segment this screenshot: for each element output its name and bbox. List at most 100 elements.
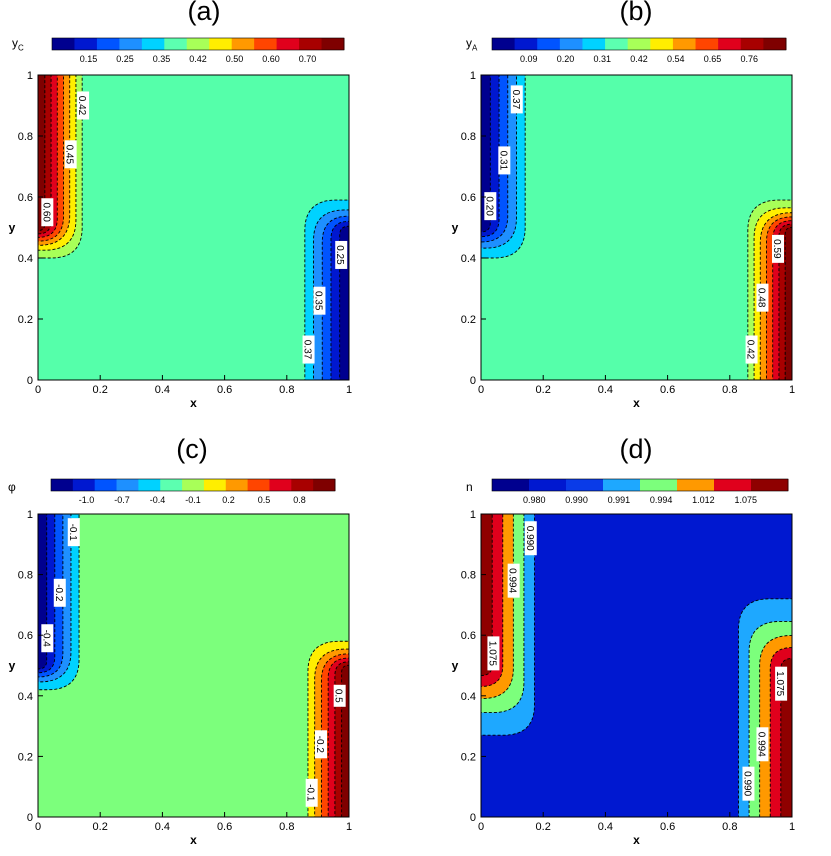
colorbar-swatch: [566, 479, 604, 491]
contour-plot-0: 0.42 0.45 0.60 0.25 0.35 0.37: [38, 75, 349, 380]
contour-label: 0.990: [741, 766, 755, 801]
panel-label-c: (c): [176, 434, 208, 464]
colorbar-tick-label: 0.994: [650, 495, 673, 505]
contour-label: 0.31: [497, 146, 511, 175]
svg-text:0.35: 0.35: [312, 291, 323, 311]
colorbar-title-a: yC: [12, 36, 24, 53]
colorbar-swatch: [74, 38, 98, 50]
colorbar-tick-label: 0.60: [262, 54, 280, 64]
svg-text:0.45: 0.45: [64, 145, 75, 165]
svg-text:1.075: 1.075: [486, 641, 497, 666]
x-tick-label: 0.2: [536, 384, 551, 396]
x-tick-label: 0.6: [217, 384, 232, 396]
svg-text:-0.4: -0.4: [40, 630, 51, 648]
svg-text:-0.2: -0.2: [53, 584, 64, 602]
contour-plot-3: 0.990 0.994 1.075 1.075 0.994 0.990: [481, 514, 792, 817]
x-tick-label: 0.4: [598, 821, 613, 833]
colorbar-tick-label: 0.09: [520, 54, 538, 64]
colorbar-tick-label: 1.075: [734, 495, 757, 505]
x-tick-label: 0.2: [536, 821, 551, 833]
colorbar-swatch: [672, 38, 697, 50]
colorbar-swatch: [492, 38, 516, 50]
colorbar-swatch: [247, 479, 270, 491]
plot-background: [38, 514, 349, 817]
y-tick-label: 0.8: [18, 570, 33, 582]
colorbar-swatch: [141, 38, 165, 50]
y-axis-label: y: [9, 221, 16, 235]
y-tick-label: 0.4: [461, 253, 476, 265]
axes-3: 0 0.2 0.4 0.6 0.8 1 0 0.2 0.4 0.6 0.8 1 x y: [452, 509, 795, 847]
svg-text:-0.2: -0.2: [314, 736, 325, 754]
x-tick-label: 0.4: [598, 384, 613, 396]
colorbar-swatch: [276, 38, 300, 50]
colorbar-swatch: [116, 479, 139, 491]
contour-label: 0.37: [302, 335, 315, 364]
svg-text:0.994: 0.994: [507, 568, 518, 593]
plot-frame: [480, 74, 793, 381]
plot-frame: [37, 74, 350, 381]
contour-label: 0.37: [510, 85, 523, 114]
contour-label: 0.994: [507, 563, 520, 598]
colorbar-swatch: [740, 38, 764, 50]
contour-label: 0.990: [524, 521, 537, 556]
x-axis-label: x: [190, 396, 197, 410]
colorbar-tick-label: 0.42: [630, 54, 648, 64]
x-tick-label: 0: [35, 821, 41, 833]
y-tick-label: 0.4: [461, 691, 476, 703]
colorbar-swatch: [714, 479, 752, 491]
contour-label: 0.35: [312, 286, 326, 315]
svg-text:0.31: 0.31: [497, 151, 508, 171]
x-tick-label: 0.6: [217, 821, 232, 833]
colorbar-swatch: [138, 479, 161, 491]
contour-label: 1.075: [774, 666, 788, 701]
colorbar-swatch: [94, 479, 118, 491]
contour-band: [38, 75, 46, 232]
colorbar-swatch: [695, 38, 719, 50]
x-tick-label: 0.8: [279, 384, 294, 396]
svg-text:0.990: 0.990: [741, 771, 752, 796]
x-tick-label: 1: [789, 384, 795, 396]
contour-label: 0.42: [745, 335, 758, 364]
contour-label: -0.1: [305, 778, 318, 807]
contour-label: 1.075: [486, 636, 500, 671]
plot-background: [481, 75, 792, 380]
svg-text:0.5: 0.5: [333, 689, 344, 703]
x-tick-label: 0.4: [155, 821, 170, 833]
x-tick-label: 0.2: [93, 821, 108, 833]
colorbar-tick-label: 0.42: [189, 54, 207, 64]
y-tick-label: 0.6: [18, 630, 33, 642]
colorbar-2: -1.0 -0.7 -0.4 -0.1 0.2 0.5 0.8: [50, 478, 336, 505]
contour-label: 0.5: [333, 684, 346, 707]
colorbar-title-c: φ: [8, 480, 16, 494]
contour-label: -0.4: [40, 624, 54, 653]
colorbar-swatch: [677, 479, 715, 491]
colorbar-swatch: [313, 479, 336, 491]
y-tick-label: 0.2: [18, 314, 33, 326]
y-axis-label: y: [452, 659, 459, 673]
x-tick-label: 0: [478, 821, 484, 833]
colorbar-swatch: [321, 38, 345, 50]
colorbar-swatch: [559, 38, 583, 50]
x-axis-label: x: [190, 833, 197, 847]
colorbar-tick-label: 0.991: [608, 495, 631, 505]
colorbar-swatch: [209, 38, 233, 50]
plot-frame: [37, 513, 350, 818]
y-tick-label: 1: [470, 509, 476, 521]
y-tick-label: 0: [470, 375, 476, 387]
axes-0: 0 0.2 0.4 0.6 0.8 1 0 0.2 0.4 0.6 0.8 1 x y: [9, 70, 352, 410]
colorbar-swatch: [763, 38, 787, 50]
plot-frame: [480, 513, 793, 818]
svg-text:0.60: 0.60: [40, 203, 51, 223]
svg-text:0.990: 0.990: [524, 526, 535, 551]
panel-label-b: (b): [619, 0, 653, 26]
colorbar-swatch: [605, 38, 629, 50]
colorbar-tick-label: 0.20: [557, 54, 575, 64]
contour-label: 0.20: [483, 192, 497, 221]
contour-label: 0.60: [40, 198, 54, 227]
panel-label-a: (a): [187, 0, 221, 26]
contour-label: 0.25: [334, 240, 348, 269]
x-tick-label: 0.6: [660, 821, 675, 833]
colorbar-swatch: [96, 38, 120, 50]
colorbar-swatch: [537, 38, 561, 50]
